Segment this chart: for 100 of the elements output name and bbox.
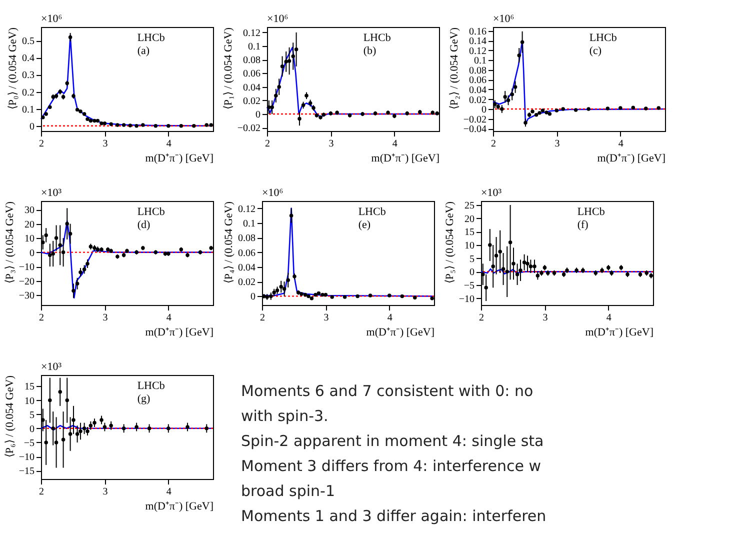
annotation: (f) [577, 219, 589, 231]
y-tick-label: 5 [30, 410, 34, 421]
x-tick-label: 3 [328, 138, 334, 150]
y-tick-label: 0.2 [22, 87, 34, 98]
y-tick-label: −10 [458, 294, 474, 305]
y-axis-title: ⟨P₃⟩ / (0.054 GeV) [4, 201, 16, 284]
x-tick-label: 2 [39, 138, 44, 150]
y-tick-label: 15 [24, 382, 34, 393]
x-tick-label: 4 [618, 138, 624, 150]
y-tick-label: 0 [30, 248, 34, 259]
x-tick-label: 4 [166, 312, 172, 324]
text: Moment 3 differs from 4: interference w [241, 457, 542, 475]
y-tick-label: 0.04 [243, 82, 260, 94]
text: with spin-3. [241, 407, 328, 425]
y-tick-label: 0 [250, 292, 256, 303]
y-tick-label: 5 [470, 254, 474, 265]
y-axis-title: ⟨P₂⟩ / (0.054 GeV) [448, 27, 460, 110]
x-axis-title: m(D⁺π⁻) [GeV] [597, 152, 666, 164]
x-tick-label: 4 [606, 312, 612, 324]
text: ×10³ [481, 187, 502, 199]
annotation: (b) [363, 45, 376, 57]
annotation: LHCb [358, 206, 386, 218]
y-tick-label: 0.06 [469, 75, 486, 86]
text: broad spin-1 [241, 482, 335, 500]
y-tick-label: 0 [470, 267, 474, 278]
text: Spin-2 apparent in moment 4: single sta [241, 432, 544, 450]
y-tick-label: 0.02 [243, 96, 260, 107]
y-tick-label: 0 [30, 424, 34, 435]
y-tick-label: −5 [24, 438, 34, 449]
y-tick-label: 25 [464, 200, 474, 212]
y-tick-label: 0 [256, 110, 260, 121]
x-axis-title: m(D⁺π⁻) [GeV] [585, 326, 654, 338]
y-tick-label: 0 [30, 121, 34, 132]
x-axis-title: m(D⁺π⁻) [GeV] [145, 152, 214, 164]
text: ×10⁶ [262, 187, 284, 199]
y-tick-label: 0 [482, 104, 486, 116]
x-tick-label: 2 [39, 486, 44, 498]
y-axis-title: ⟨P₀⟩ / (0.054 GeV) [7, 27, 19, 110]
y-tick-label: 20 [24, 219, 34, 230]
y-tick-label: 10 [464, 240, 474, 252]
y-axis-title: ⟨P₄⟩ / (0.054 GeV) [223, 201, 235, 284]
x-tick-label: 3 [102, 138, 108, 150]
y-tick-label: 0.12 [243, 28, 260, 39]
text: ×10⁶ [493, 13, 514, 25]
x-tick-label: 4 [166, 138, 172, 150]
x-tick-label: 3 [102, 312, 108, 324]
y-tick-label: 0.12 [469, 46, 486, 57]
x-tick-label: 4 [392, 138, 398, 150]
y-tick-label: 0.08 [238, 233, 256, 244]
y-tick-label: 0.1 [248, 42, 260, 53]
y-tick-label: −5 [464, 280, 474, 292]
annotation: (g) [137, 393, 150, 405]
y-tick-label: 0.1 [22, 104, 34, 116]
y-tick-label: 0.04 [469, 85, 486, 96]
annotation: (c) [589, 45, 602, 57]
x-tick-label: 4 [166, 486, 172, 498]
y-tick-label: 0.08 [469, 65, 486, 76]
y-axis-title: ⟨P₆⟩ / (0.054 GeV) [4, 375, 16, 458]
x-axis-title: m(D⁺π⁻) [GeV] [366, 326, 434, 338]
y-tick-label: −0.02 [463, 114, 486, 126]
y-tick-label: 15 [464, 227, 474, 238]
y-tick-label: −15 [18, 466, 34, 478]
y-tick-label: 10 [24, 396, 34, 407]
annotation: (d) [137, 219, 150, 231]
y-tick-label: 0.06 [238, 248, 256, 259]
x-tick-label: 2 [479, 312, 484, 324]
annotation: LHCb [137, 206, 166, 218]
y-tick-label: 30 [24, 205, 34, 216]
y-tick-label: −10 [18, 262, 34, 274]
y-tick-label: −30 [18, 290, 34, 302]
y-axis-title: ⟨P₅⟩ / (0.054 GeV) [444, 201, 456, 284]
x-axis-title: m(D⁺π⁻) [GeV] [371, 152, 440, 164]
annotation: LHCb [137, 380, 166, 392]
text: ×10⁶ [41, 13, 62, 25]
x-tick-label: 2 [265, 138, 270, 150]
annotation: LHCb [363, 32, 392, 44]
text: ×10³ [41, 187, 62, 199]
y-tick-label: 0.04 [238, 262, 256, 274]
y-tick-label: 0.4 [22, 53, 34, 64]
y-tick-label: −0.04 [463, 124, 486, 136]
y-tick-label: 20 [464, 214, 474, 225]
text: ×10⁶ [267, 13, 288, 25]
y-tick-label: 0.02 [238, 277, 256, 288]
y-tick-label: −10 [18, 452, 34, 464]
y-tick-label: 0.12 [238, 204, 256, 215]
text: Moments 6 and 7 consistent with 0: no [241, 382, 534, 400]
x-axis-title: m(D⁺π⁻) [GeV] [145, 326, 214, 338]
annotation: LHCb [577, 206, 606, 218]
y-axis-title: ⟨P₁⟩ / (0.054 GeV) [222, 27, 234, 110]
y-tick-label: 0.02 [469, 94, 486, 106]
x-axis-title: m(D⁺π⁻) [GeV] [145, 500, 214, 512]
y-tick-label: 0.3 [22, 70, 34, 82]
y-tick-label: 0.14 [469, 36, 486, 48]
y-tick-label: 0.08 [243, 55, 260, 66]
text: Moments 1 and 3 differ again: interferen [241, 507, 546, 525]
y-tick-label: 0.1 [243, 218, 256, 230]
annotation: (e) [358, 219, 371, 231]
y-tick-label: 10 [24, 234, 34, 245]
annotation: LHCb [137, 32, 166, 44]
x-tick-label: 2 [39, 312, 44, 324]
